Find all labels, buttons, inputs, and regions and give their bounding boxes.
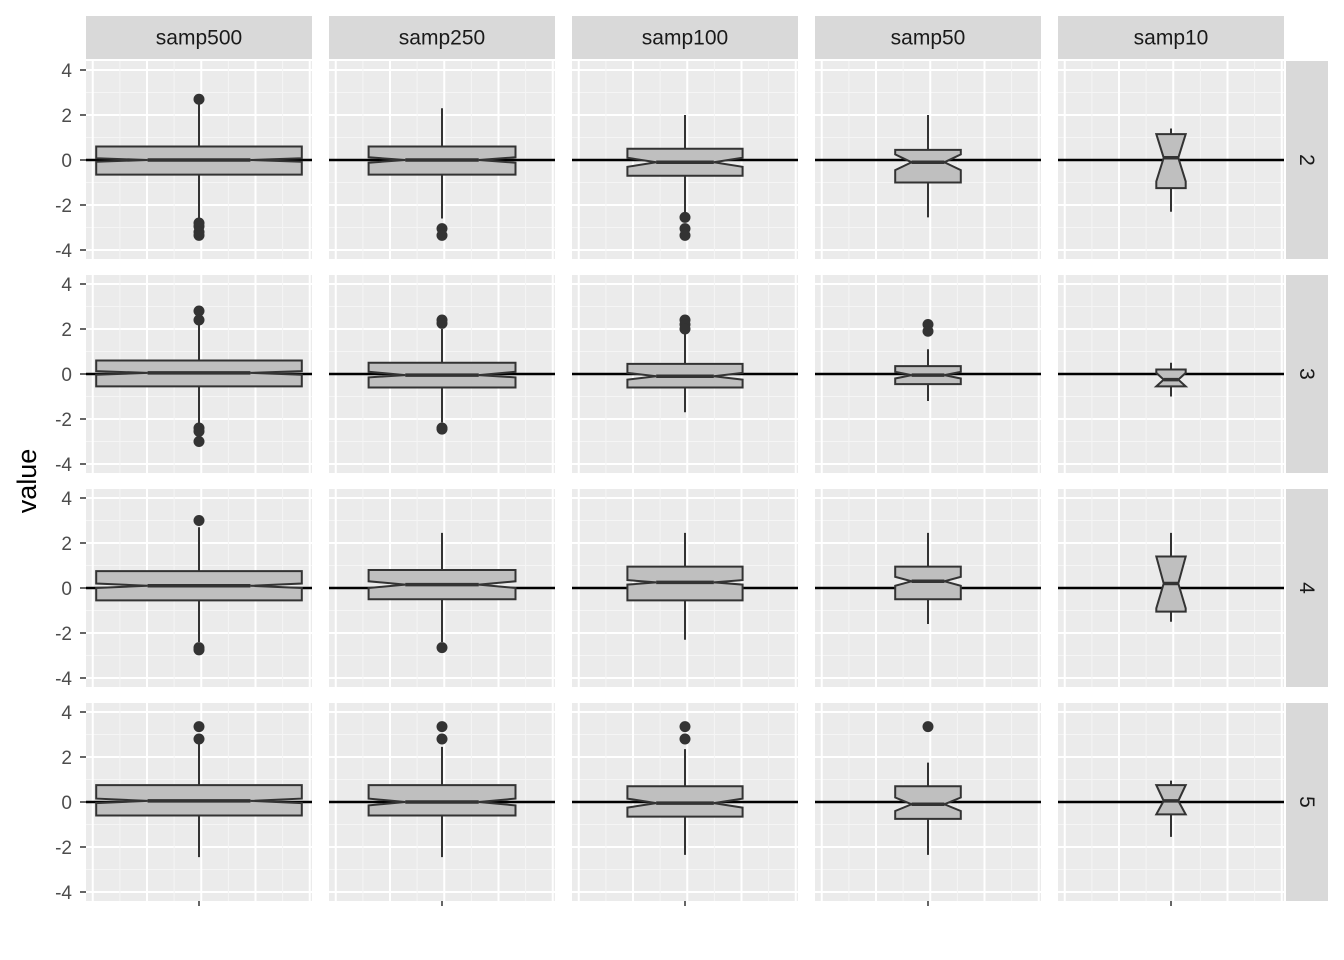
facet-panel	[329, 275, 555, 473]
row-strip	[1286, 275, 1328, 473]
facet-panel	[572, 275, 798, 473]
y-tick-label: 2	[61, 748, 72, 769]
row-strip-label: 4	[1295, 582, 1318, 594]
outlier-point	[193, 436, 205, 447]
facet-panel	[329, 489, 555, 687]
facet-panels	[86, 61, 1284, 901]
outlier-point	[436, 229, 448, 241]
facet-panel	[86, 489, 312, 687]
facet-panel	[86, 703, 312, 901]
facet-panel	[329, 61, 555, 259]
y-tick-label: 4	[61, 703, 72, 724]
y-tick-label: -2	[55, 624, 72, 645]
facet-panel	[1058, 489, 1284, 687]
row-strips: 2 3 4 5	[1286, 61, 1328, 901]
row-strip-label: 3	[1295, 368, 1318, 380]
y-axis-title: value	[12, 449, 42, 514]
outlier-point	[436, 642, 448, 654]
row-strip	[1286, 703, 1328, 901]
column-strip-label: samp10	[1134, 27, 1209, 50]
y-tick-label: 2	[61, 106, 72, 127]
facet-panel	[1058, 703, 1284, 901]
facet-panel	[1058, 275, 1284, 473]
y-tick-label: -2	[55, 410, 72, 431]
row-strip	[1286, 489, 1328, 687]
facet-panel	[1058, 61, 1284, 259]
column-strip-label: samp100	[642, 27, 728, 50]
y-tick-label: -4	[55, 241, 72, 262]
column-strip	[815, 16, 1041, 59]
outlier-point	[193, 721, 205, 733]
y-tick-label: 2	[61, 534, 72, 555]
facet-panel	[815, 489, 1041, 687]
facet-panel	[329, 703, 555, 901]
outlier-point	[193, 229, 205, 241]
facet-panel	[815, 703, 1041, 901]
column-strip-label: samp250	[399, 27, 485, 50]
facet-panel	[815, 275, 1041, 473]
column-strip	[329, 16, 555, 59]
row-strip-label: 2	[1295, 154, 1318, 166]
notched-box	[1154, 133, 1188, 190]
facet-panel	[572, 489, 798, 687]
outlier-point	[436, 733, 448, 745]
y-tick-label: 4	[61, 275, 72, 296]
y-tick-label: -2	[55, 196, 72, 217]
row-strip-label: 5	[1295, 796, 1318, 808]
outlier-point	[679, 721, 691, 733]
y-tick-label: 4	[61, 489, 72, 510]
facet-panel	[815, 61, 1041, 259]
outlier-point	[193, 425, 205, 437]
column-strip	[572, 16, 798, 59]
y-tick-label: 4	[61, 61, 72, 82]
outlier-point	[922, 721, 934, 733]
y-tick-label: -2	[55, 838, 72, 859]
outlier-point	[193, 644, 205, 656]
outlier-point	[922, 325, 934, 337]
y-tick-label: 0	[61, 151, 72, 172]
outlier-point	[436, 423, 448, 435]
column-strip	[1058, 16, 1284, 59]
y-tick-label: 0	[61, 365, 72, 386]
y-axes: 4 2 0 -2 -4 4 2 0 -2 -4 4 2 0 -2 -4 4 2 0 -2 -4	[55, 61, 1172, 906]
outlier-point	[679, 733, 691, 745]
y-tick-label: -4	[55, 883, 72, 904]
row-strip	[1286, 61, 1328, 259]
outlier-point	[193, 733, 205, 745]
outlier-point	[193, 314, 205, 326]
outlier-point	[193, 515, 205, 526]
outlier-point	[193, 305, 205, 317]
outlier-point	[436, 317, 448, 329]
y-tick-label: 2	[61, 320, 72, 341]
facet-panel	[86, 275, 312, 473]
facet-panel	[572, 703, 798, 901]
outlier-point	[679, 211, 691, 223]
y-tick-label: 0	[61, 579, 72, 600]
column-strip	[86, 16, 312, 59]
column-strips: samp500 samp250 samp100 samp50 samp10	[86, 16, 1284, 59]
outlier-point	[679, 323, 691, 335]
y-tick-label: -4	[55, 669, 72, 690]
column-strip-label: samp500	[156, 27, 242, 50]
outlier-point	[436, 721, 448, 733]
notched-box	[894, 148, 962, 184]
facet-panel	[572, 61, 798, 259]
outlier-point	[679, 229, 691, 241]
outlier-point	[193, 93, 205, 105]
y-tick-label: -4	[55, 455, 72, 476]
y-tick-label: 0	[61, 793, 72, 814]
column-strip-label: samp50	[891, 27, 966, 50]
facet-panel	[86, 61, 312, 259]
